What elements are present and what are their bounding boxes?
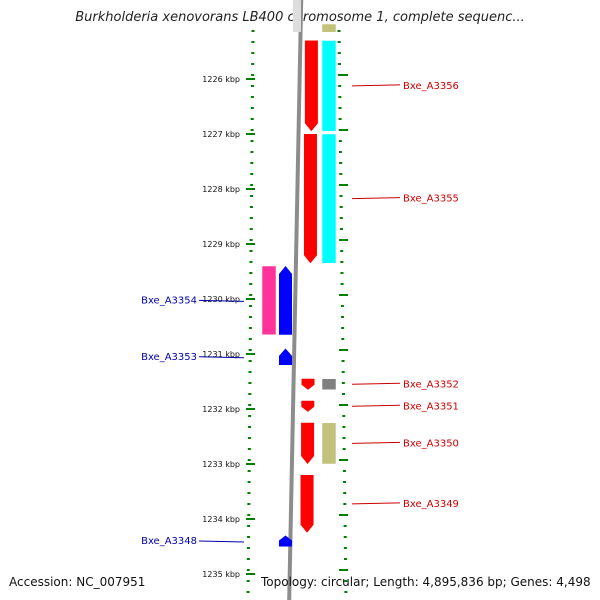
feature-block-grey <box>321 378 337 390</box>
ruler-tick-label: 1230 kbp <box>202 295 240 304</box>
feature-block-olive <box>321 422 337 465</box>
gene-arrow <box>279 266 292 335</box>
gene-arrow <box>304 40 318 132</box>
accession-text: Accession: NC_007951 <box>9 575 146 589</box>
feature-block-olive <box>321 23 337 33</box>
gene-leader-line <box>351 441 401 444</box>
ruler-tick-label: 1235 kbp <box>202 570 240 579</box>
gene-label: Bxe_A3350 <box>403 438 459 449</box>
gene-leader-line <box>198 356 245 359</box>
gene-leader-line <box>351 84 401 87</box>
gene-leader-line <box>351 502 401 505</box>
feature-block-cyan <box>321 133 337 264</box>
feature-track <box>261 23 337 465</box>
gene-arrow <box>300 475 314 533</box>
ruler: 1226 kbp 1227 kbp 1228 kbp 1229 kbp 1230 kbp… <box>202 29 348 600</box>
ruler-guide-line <box>246 29 255 600</box>
feature-block-magenta <box>261 265 277 335</box>
gene-leader-line <box>198 299 245 302</box>
ruler-tick-label: 1231 kbp <box>202 350 240 359</box>
gene-arrow <box>301 400 315 412</box>
gene-labels: Bxe_A3356 Bxe_A3355 Bxe_A3352 Bxe_A3351 Bxe_… <box>141 81 459 547</box>
feature-block-cyan <box>321 40 337 132</box>
gene-label: Bxe_A3353 <box>141 352 197 363</box>
gene-leader-line <box>351 197 401 200</box>
gene-arrow <box>301 422 315 464</box>
ruler-tick-label: 1234 kbp <box>202 515 240 524</box>
backbone-top-segment <box>293 0 301 32</box>
gene-arrow <box>303 134 317 264</box>
gene-label: Bxe_A3354 <box>141 295 197 306</box>
gene-leader-line <box>351 404 401 407</box>
backbone-line <box>287 0 304 600</box>
gene-label: Bxe_A3356 <box>403 81 459 92</box>
gene-leader-line <box>198 540 245 543</box>
chromosome-backbone <box>287 0 304 600</box>
gene-arrow <box>301 378 315 390</box>
gene-label: Bxe_A3349 <box>403 499 459 510</box>
gene-label: Bxe_A3348 <box>141 536 197 547</box>
gene-label: Bxe_A3355 <box>403 194 459 205</box>
gene-arrow <box>279 535 292 547</box>
ruler-tick-label: 1232 kbp <box>202 405 240 414</box>
gene-label: Bxe_A3352 <box>403 379 459 390</box>
gene-track <box>279 40 318 547</box>
ruler-tick-label: 1228 kbp <box>202 185 240 194</box>
summary-text: Topology: circular; Length: 4,895,836 bp… <box>261 575 591 589</box>
ruler-tick-label: 1229 kbp <box>202 240 240 249</box>
gene-arrow <box>279 348 292 365</box>
ruler-tick-label: 1227 kbp <box>202 130 240 139</box>
gene-leader-line <box>351 382 401 385</box>
gene-label: Bxe_A3351 <box>403 401 459 412</box>
ruler-tick-label: 1226 kbp <box>202 75 240 84</box>
ruler-tick-label: 1233 kbp <box>202 460 240 469</box>
